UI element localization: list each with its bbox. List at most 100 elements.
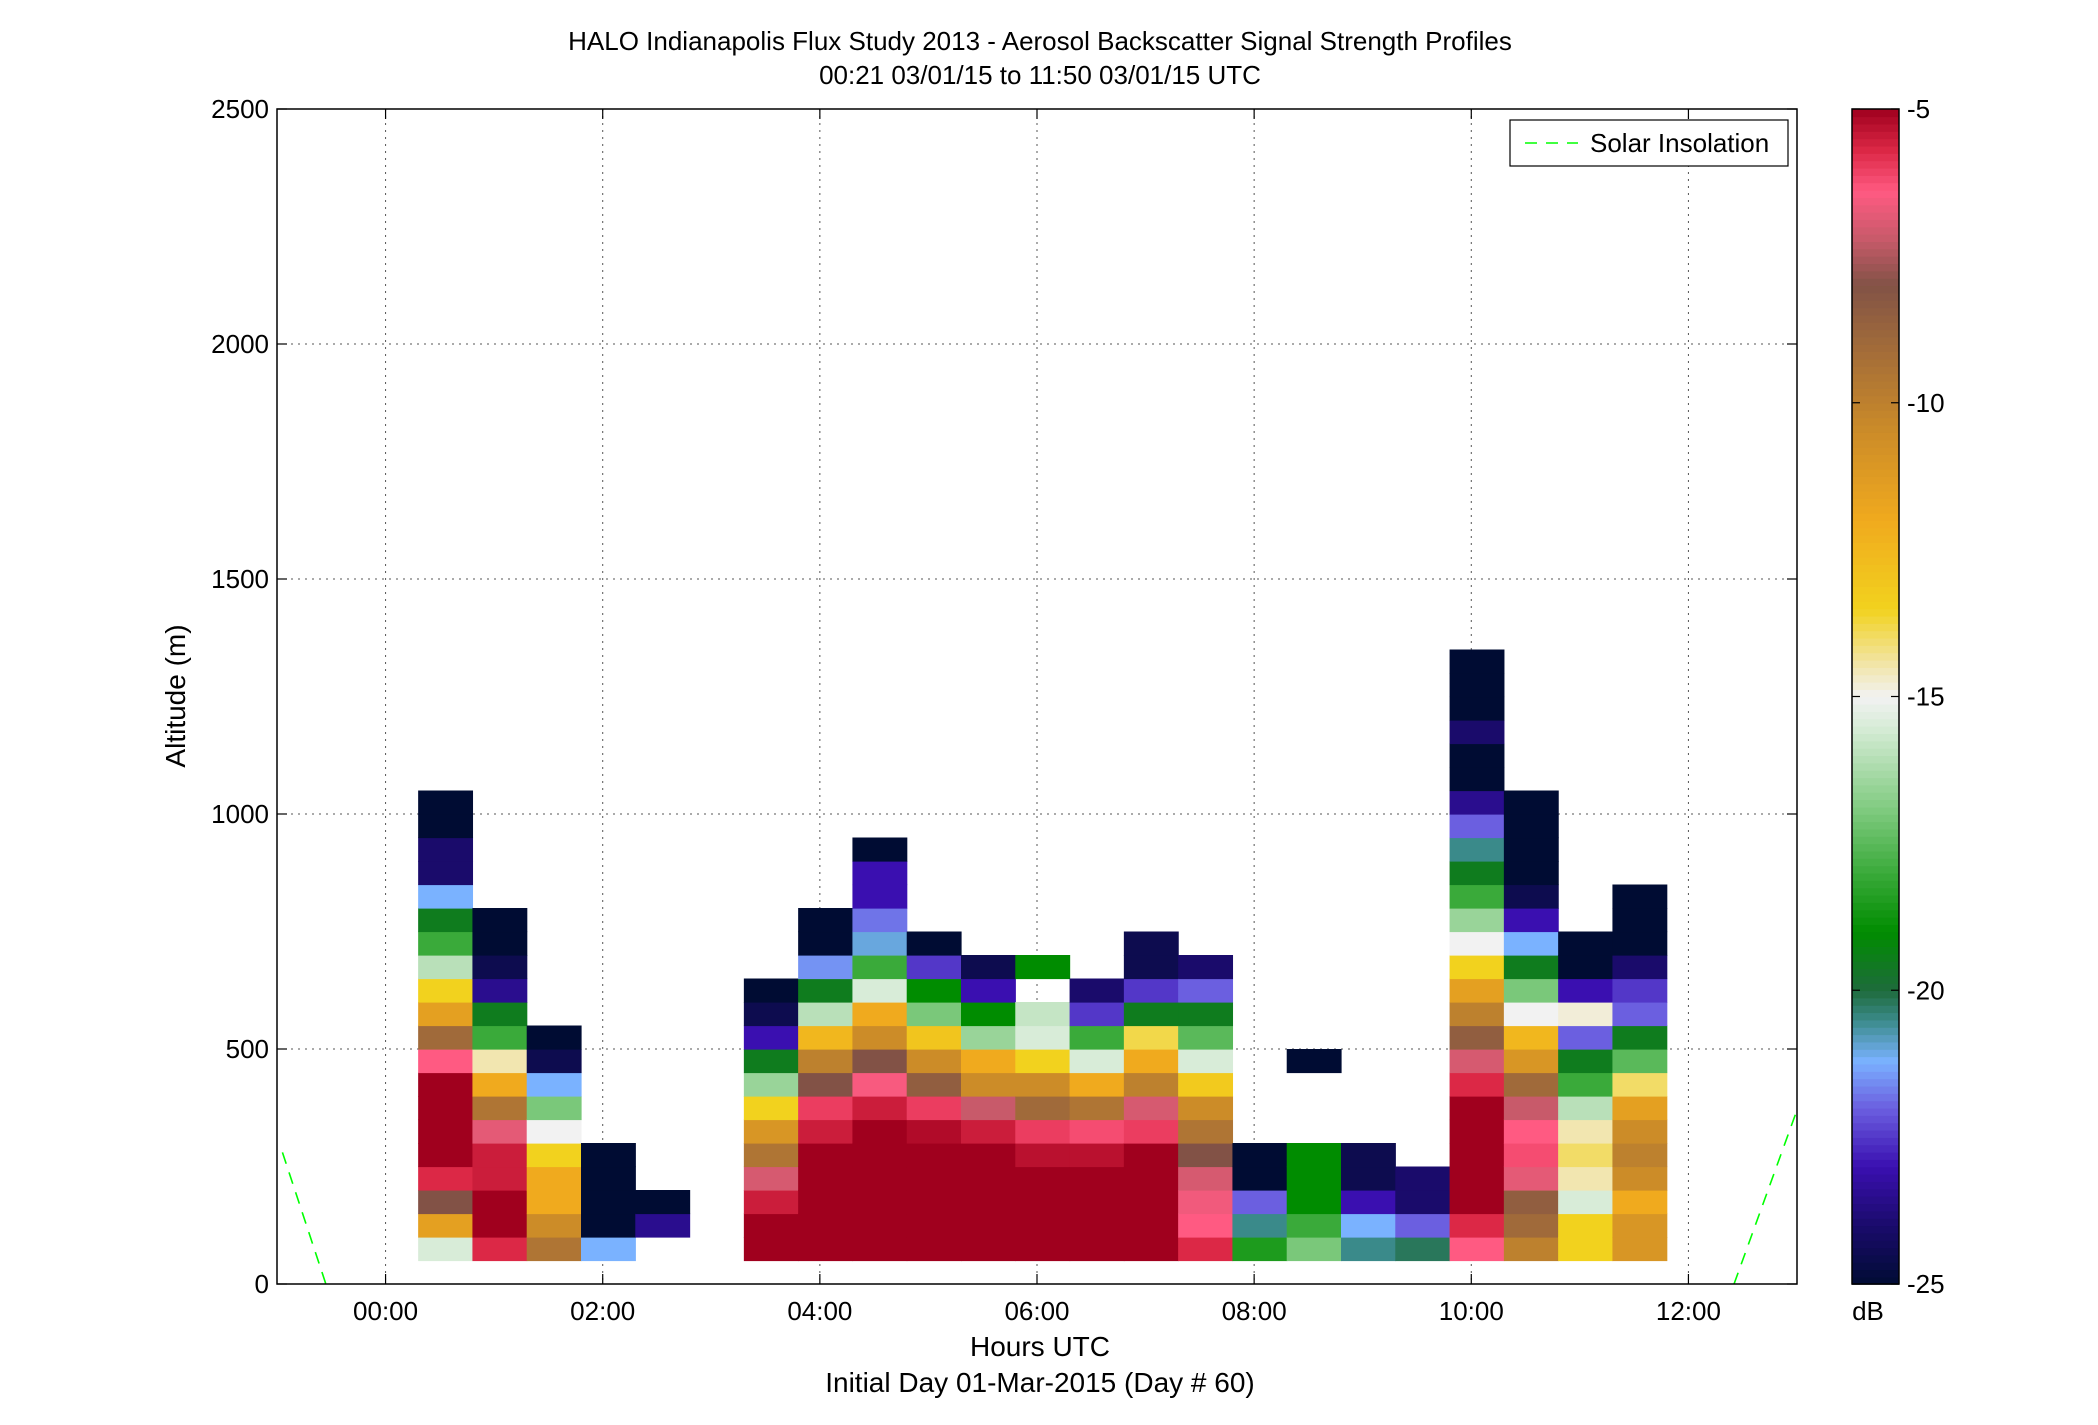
colorbar-segment (1852, 197, 1899, 206)
heatmap-cell (798, 908, 854, 933)
heatmap-cell (1558, 1049, 1614, 1074)
heatmap-cell (743, 978, 799, 1003)
colorbar-segment (1852, 373, 1899, 382)
heatmap-cell (1395, 1166, 1451, 1191)
colorbar-segment (1852, 299, 1899, 309)
heatmap-cell (1123, 1143, 1179, 1168)
colorbar-segment (1852, 681, 1899, 690)
colorbar-segment (1852, 586, 1899, 595)
colorbar-segment (1852, 292, 1899, 301)
colorbar-segment (1852, 1159, 1899, 1168)
colorbar-segment (1852, 828, 1899, 837)
x-axis-label: Hours UTC (970, 1331, 1110, 1362)
colorbar-segment (1852, 887, 1899, 896)
colorbar-segment (1852, 777, 1899, 786)
colorbar-segment (1852, 248, 1899, 257)
heatmap-cell (472, 908, 528, 933)
colorbar-segment (1852, 623, 1899, 632)
colorbar-segment (1852, 344, 1899, 353)
colorbar-segment (1852, 1026, 1899, 1036)
heatmap-cell (1558, 931, 1614, 956)
y-axis-label: Altitude (m) (160, 624, 191, 767)
heatmap-cell (1612, 1049, 1668, 1074)
heatmap-cells (418, 649, 1668, 1262)
heatmap-cell (1503, 955, 1559, 980)
heatmap-cell (526, 1237, 582, 1262)
heatmap-cell (961, 1166, 1016, 1191)
heatmap-cell (418, 790, 474, 815)
heatmap-cell (852, 1237, 908, 1262)
heatmap-cell (906, 1213, 962, 1238)
heatmap-cell (1612, 955, 1668, 980)
heatmap-cell (1015, 1190, 1071, 1215)
heatmap-cell (1286, 1213, 1342, 1238)
heatmap-cell (852, 1096, 908, 1121)
heatmap-cell (1015, 1049, 1071, 1074)
heatmap-cell (743, 1002, 799, 1027)
heatmap-cell (1178, 978, 1234, 1003)
heatmap-cell (1178, 1166, 1234, 1191)
heatmap-cell (798, 978, 854, 1003)
heatmap-cell (852, 1190, 908, 1215)
colorbar-segment (1852, 1049, 1899, 1058)
heatmap-cell (1015, 1096, 1071, 1121)
colorbar-segment (1852, 321, 1899, 331)
heatmap-cell (743, 1072, 799, 1097)
colorbar-segment (1852, 109, 1899, 118)
heatmap-cell (1069, 1143, 1125, 1168)
heatmap-cell (418, 1237, 474, 1262)
colorbar-segment (1852, 880, 1899, 889)
heatmap-cell (906, 1072, 962, 1097)
heatmap-cell (798, 1213, 854, 1238)
colorbar-segment (1852, 219, 1899, 228)
colorbar-segment (1852, 1181, 1899, 1190)
heatmap-cell (961, 1143, 1016, 1168)
heatmap-cell (472, 978, 528, 1003)
colorbar-segment (1852, 417, 1899, 426)
heatmap-cell (1449, 649, 1505, 674)
heatmap-cell (961, 1119, 1016, 1144)
heatmap-cell (798, 1166, 854, 1191)
heatmap-cell (1123, 1237, 1179, 1262)
heatmap-cell (1069, 1119, 1125, 1144)
colorbar-segment (1852, 667, 1899, 676)
heatmap-cell (526, 1166, 582, 1191)
heatmap-cell (1286, 1237, 1342, 1262)
colorbar-segment (1852, 1276, 1899, 1285)
colorbar-segment (1852, 153, 1899, 162)
heatmap-cell (906, 1166, 962, 1191)
colorbar-segment (1852, 549, 1899, 558)
heatmap-cell (961, 1002, 1016, 1027)
heatmap-cell (581, 1143, 636, 1168)
colorbar-segment (1852, 131, 1899, 140)
heatmap-cell (1449, 861, 1505, 886)
heatmap-cell (1178, 1237, 1234, 1262)
colorbar-segment (1852, 1203, 1899, 1212)
chart-title: HALO Indianapolis Flux Study 2013 - Aero… (568, 26, 1512, 56)
heatmap-cell (1449, 1166, 1505, 1191)
heatmap-cell (1449, 1213, 1505, 1238)
heatmap-cell (472, 1096, 528, 1121)
colorbar-segment (1852, 1129, 1899, 1138)
heatmap-cell (1069, 1049, 1125, 1074)
colorbar-segment (1852, 490, 1899, 500)
heatmap-cell (1123, 978, 1179, 1003)
heatmap-cell (472, 1190, 528, 1215)
heatmap-cell (1178, 1025, 1234, 1050)
colorbar-segment (1852, 865, 1899, 874)
heatmap-cell (581, 1190, 636, 1215)
colorbar-segment (1852, 388, 1899, 397)
heatmap-cell (961, 1072, 1016, 1097)
colorbar-segment (1852, 175, 1899, 184)
heatmap-cell (1503, 884, 1559, 909)
heatmap-cell (961, 1237, 1016, 1262)
axis-ticks: 00:00 02:00 04:00 06:00 08:00 10:00 12:00 0 500 1… (211, 94, 1797, 1326)
heatmap-cell (906, 1096, 962, 1121)
colorbar-segment (1852, 336, 1899, 345)
heatmap-cell (906, 978, 962, 1003)
heatmap-cell (798, 1190, 854, 1215)
heatmap-cell (418, 1166, 474, 1191)
colorbar-segment (1852, 1071, 1899, 1080)
heatmap-cell (1612, 978, 1668, 1003)
heatmap-cell (418, 908, 474, 933)
